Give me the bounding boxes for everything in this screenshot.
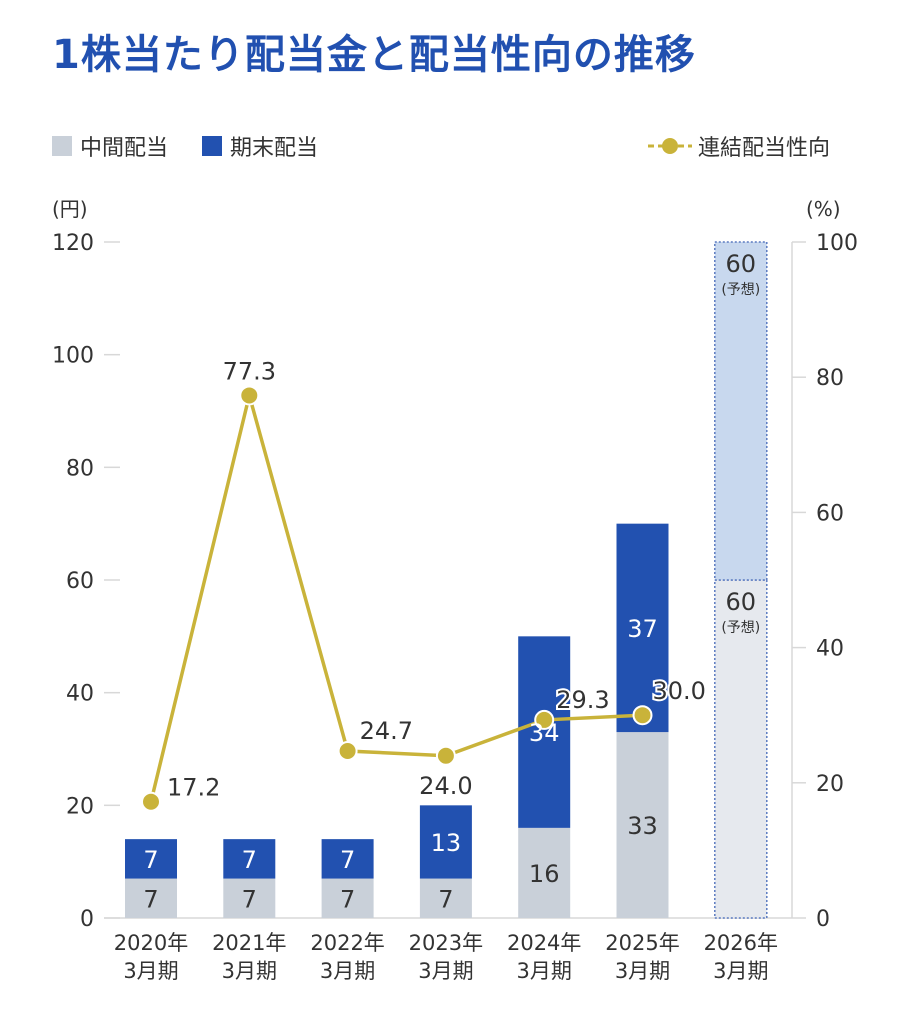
right-tick-label: 100 bbox=[816, 231, 858, 256]
legend-payout-marker bbox=[648, 138, 692, 154]
bar-interim bbox=[125, 878, 177, 918]
payout-point bbox=[435, 745, 456, 766]
left-tick-label: 40 bbox=[66, 682, 94, 707]
x-tick-year: 2021年 bbox=[212, 931, 286, 955]
legend-interim-label: 中間配当 bbox=[80, 136, 169, 161]
x-tick-year: 2023年 bbox=[409, 931, 483, 955]
payout-label: 24.0 bbox=[419, 772, 472, 800]
bar-yearend-forecast bbox=[714, 241, 768, 581]
bar-interim bbox=[518, 827, 571, 918]
bar-interim bbox=[419, 878, 472, 918]
forecast-note: (予想) bbox=[721, 620, 760, 636]
x-tick-period: 3月期 bbox=[615, 959, 670, 983]
x-tick-period: 3月期 bbox=[123, 959, 178, 983]
payout-label: 17.2 bbox=[167, 774, 220, 802]
bar-yearend bbox=[518, 636, 571, 828]
bar-yearend bbox=[419, 805, 472, 879]
legend-payout: 連結配当性向 bbox=[648, 131, 830, 161]
bar-interim-label: 7 bbox=[340, 885, 355, 913]
payout-label: 77.3 bbox=[223, 357, 276, 385]
bar-interim bbox=[616, 732, 669, 918]
bar-yearend bbox=[125, 839, 177, 879]
legend-yearend-label: 期末配当 bbox=[230, 136, 319, 161]
bar-interim-label: 7 bbox=[438, 885, 453, 913]
legend-yearend-swatch bbox=[202, 136, 222, 156]
left-tick-label: 80 bbox=[66, 456, 94, 481]
x-tick-period: 3月期 bbox=[517, 959, 572, 983]
bar-yearend bbox=[223, 839, 276, 879]
left-axis-unit: (円) bbox=[52, 197, 88, 221]
bar-interim-label: 7 bbox=[242, 885, 257, 913]
payout-point bbox=[141, 791, 161, 812]
bar-interim bbox=[321, 878, 374, 918]
x-tick-year: 2026年 bbox=[704, 931, 778, 955]
payout-point bbox=[239, 385, 260, 406]
bar-interim bbox=[223, 878, 276, 918]
right-tick-label: 40 bbox=[816, 637, 844, 662]
bar-yearend-label: 60 bbox=[726, 250, 757, 278]
payout-point bbox=[632, 705, 653, 726]
payout-ratio-line bbox=[149, 388, 643, 803]
left-tick-label: 100 bbox=[52, 344, 94, 369]
bar-interim-forecast bbox=[714, 579, 768, 919]
x-tick-period: 3月期 bbox=[222, 959, 277, 983]
bar-yearend-label: 7 bbox=[143, 846, 158, 874]
bar-yearend-label: 13 bbox=[431, 829, 462, 857]
bar-yearend bbox=[616, 523, 669, 733]
forecast-note: (予想) bbox=[721, 282, 760, 298]
right-tick-label: 80 bbox=[816, 366, 844, 391]
payout-label: 30.0 bbox=[653, 677, 706, 705]
page-title: 1株当たり配当金と配当性向の推移 bbox=[52, 32, 696, 78]
legend-interim-swatch bbox=[52, 136, 72, 156]
bar-interim-label: 33 bbox=[627, 812, 658, 840]
right-tick-label: 60 bbox=[816, 501, 844, 526]
x-tick-year: 2022年 bbox=[310, 931, 384, 955]
x-tick-year: 2025年 bbox=[605, 931, 679, 955]
payout-point bbox=[337, 741, 358, 762]
right-tick-label: 0 bbox=[816, 907, 830, 932]
left-tick-label: 120 bbox=[52, 231, 94, 256]
left-tick-label: 0 bbox=[80, 907, 94, 932]
payout-point bbox=[534, 709, 555, 730]
payout-label: 24.7 bbox=[360, 717, 413, 745]
bar-interim-label: 60 bbox=[726, 588, 757, 616]
bar-yearend-label: 7 bbox=[242, 846, 257, 874]
legend-payout-label: 連結配当性向 bbox=[698, 136, 831, 161]
x-tick-period: 3月期 bbox=[418, 959, 473, 983]
bar-yearend-label: 37 bbox=[627, 615, 658, 643]
x-tick-period: 3月期 bbox=[320, 959, 375, 983]
bar-interim-label: 7 bbox=[143, 885, 158, 913]
payout-label: 29.3 bbox=[556, 686, 609, 714]
x-tick-period: 3月期 bbox=[713, 959, 768, 983]
right-tick-label: 20 bbox=[816, 772, 844, 797]
x-tick-year: 2020年 bbox=[114, 931, 188, 955]
bar-yearend-label: 34 bbox=[529, 719, 560, 747]
right-axis-unit: (%) bbox=[806, 197, 841, 221]
legend-interim: 中間配当 bbox=[52, 131, 168, 161]
bar-interim-label: 16 bbox=[529, 860, 560, 888]
left-tick-label: 60 bbox=[66, 569, 94, 594]
x-tick-year: 2024年 bbox=[507, 931, 581, 955]
left-tick-label: 20 bbox=[66, 794, 94, 819]
legend-yearend: 期末配当 bbox=[202, 131, 318, 161]
bar-yearend bbox=[321, 839, 374, 879]
bar-yearend-label: 7 bbox=[340, 846, 355, 874]
